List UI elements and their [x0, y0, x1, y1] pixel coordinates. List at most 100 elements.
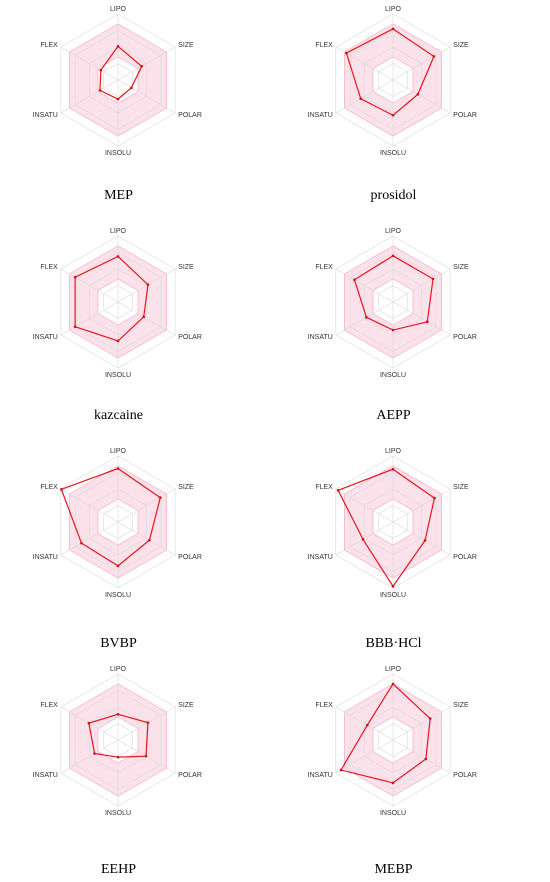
axis-label-flex: FLEX — [40, 484, 58, 491]
data-point-lipo — [116, 467, 120, 470]
axis-label-lipo: LIPO — [110, 666, 127, 673]
axis-label-lipo: LIPO — [110, 6, 127, 13]
axis-label-flex: FLEX — [315, 484, 333, 491]
axis-label-flex: FLEX — [40, 264, 58, 271]
data-point-insatu — [361, 538, 365, 541]
data-point-lipo — [391, 467, 395, 471]
data-point-polar — [148, 538, 151, 542]
data-point-insolu — [116, 755, 120, 759]
data-point-lipo — [391, 682, 395, 686]
data-point-insatu — [359, 97, 363, 100]
radar-chart-mebp: LIPO SIZE POLAR INSOLU INSATU FLEX MEBP — [275, 660, 550, 882]
axis-label-size: SIZE — [453, 484, 469, 491]
axis-label-polar: POLAR — [178, 334, 202, 341]
data-point-insolu — [391, 328, 395, 332]
data-point-polar — [144, 754, 148, 758]
grid-spoke — [60, 79, 119, 114]
axis-label-insolu: INSOLU — [105, 150, 131, 157]
data-point-flex — [345, 51, 348, 55]
axis-label-size: SIZE — [453, 702, 469, 709]
axis-label-insatu: INSATU — [33, 334, 58, 341]
data-point-polar — [142, 315, 146, 319]
compound-caption: prosidol — [370, 188, 417, 203]
grid-spoke — [117, 488, 176, 523]
axis-label-insatu: INSATU — [308, 554, 333, 561]
axis-label-size: SIZE — [453, 42, 469, 49]
data-point-flex — [87, 721, 91, 725]
axis-label-polar: POLAR — [453, 554, 477, 561]
data-point-lipo — [116, 255, 120, 258]
compound-caption: AEPP — [376, 408, 411, 423]
data-point-insatu — [73, 325, 77, 329]
axis-label-insatu: INSATU — [33, 112, 58, 119]
radar-svg: LIPO SIZE POLAR INSOLU INSATU FLEX — [308, 6, 477, 157]
grid-spoke — [60, 46, 119, 81]
data-point-insolu — [391, 114, 395, 117]
axis-label-polar: POLAR — [453, 772, 477, 779]
axis-label-insolu: INSOLU — [380, 372, 406, 379]
axis-label-insatu: INSATU — [33, 772, 58, 779]
data-point-insatu — [339, 768, 343, 772]
axis-label-polar: POLAR — [178, 772, 202, 779]
grid-spoke — [335, 268, 394, 303]
data-point-flex — [365, 723, 369, 727]
data-point-size — [146, 283, 150, 286]
grid-spoke — [392, 706, 451, 741]
axis-label-insolu: INSOLU — [105, 810, 131, 817]
radar-chart-eehp: LIPO SIZE POLAR INSOLU INSATU FLEX EEHP — [0, 660, 275, 882]
axis-label-polar: POLAR — [178, 112, 202, 119]
grid-spoke — [335, 301, 394, 336]
axis-label-flex: FLEX — [40, 702, 58, 709]
compound-caption: MEBP — [374, 862, 413, 877]
axis-label-insatu: INSATU — [308, 334, 333, 341]
grid-spoke — [392, 268, 451, 303]
axis-label-flex: FLEX — [315, 42, 333, 49]
data-point-polar — [425, 320, 429, 324]
data-point-polar — [416, 93, 420, 96]
grid-spoke — [392, 79, 451, 114]
radar-svg: LIPO SIZE POLAR INSOLU INSATU FLEX — [308, 448, 477, 599]
data-point-insolu — [116, 97, 120, 101]
data-point-size — [431, 277, 435, 281]
grid-spoke — [117, 521, 176, 556]
axis-label-lipo: LIPO — [110, 228, 127, 235]
axis-label-insolu: INSOLU — [380, 810, 406, 817]
grid-spoke — [335, 488, 394, 523]
axis-label-insatu: INSATU — [308, 112, 333, 119]
data-point-polar — [424, 757, 428, 761]
axis-label-insolu: INSOLU — [105, 592, 131, 599]
data-point-polar — [130, 86, 133, 90]
radar-chart-prosidol: LIPO SIZE POLAR INSOLU INSATU FLEX prosidol — [275, 0, 550, 222]
axis-label-insolu: INSOLU — [380, 150, 406, 157]
radar-svg: LIPO SIZE POLAR INSOLU INSATU FLEX — [308, 666, 477, 817]
axis-label-lipo: LIPO — [385, 6, 402, 13]
grid-spoke — [392, 488, 451, 523]
axis-label-flex: FLEX — [315, 264, 333, 271]
radar-svg: LIPO SIZE POLAR INSOLU INSATU FLEX — [308, 228, 477, 379]
compound-caption: EEHP — [101, 862, 136, 877]
radar-svg: LIPO SIZE POLAR INSOLU INSATU FLEX — [33, 448, 202, 599]
radar-chart-kazcaine: LIPO SIZE POLAR INSOLU INSATU FLEX kazcaine — [0, 222, 275, 442]
axis-label-size: SIZE — [178, 42, 194, 49]
data-point-lipo — [391, 254, 395, 258]
grid-spoke — [117, 46, 176, 81]
axis-label-lipo: LIPO — [110, 448, 127, 455]
data-point-flex — [353, 278, 356, 282]
grid-spoke — [392, 301, 451, 336]
grid-spoke — [60, 488, 119, 523]
axis-label-size: SIZE — [178, 484, 194, 491]
compound-caption: BBB·HCl — [365, 636, 422, 651]
data-point-lipo — [391, 27, 395, 31]
grid-spoke — [392, 46, 451, 81]
data-point-insatu — [80, 541, 83, 545]
data-point-size — [433, 496, 436, 500]
axis-label-size: SIZE — [178, 702, 194, 709]
axis-label-insatu: INSATU — [33, 554, 58, 561]
grid-spoke — [335, 521, 394, 556]
grid-spoke — [60, 521, 119, 556]
radar-chart-bvbp: LIPO SIZE POLAR INSOLU INSATU FLEX BVBP — [0, 442, 275, 660]
grid-spoke — [117, 268, 176, 303]
data-point-insolu — [391, 585, 395, 588]
grid-spoke — [335, 79, 394, 114]
